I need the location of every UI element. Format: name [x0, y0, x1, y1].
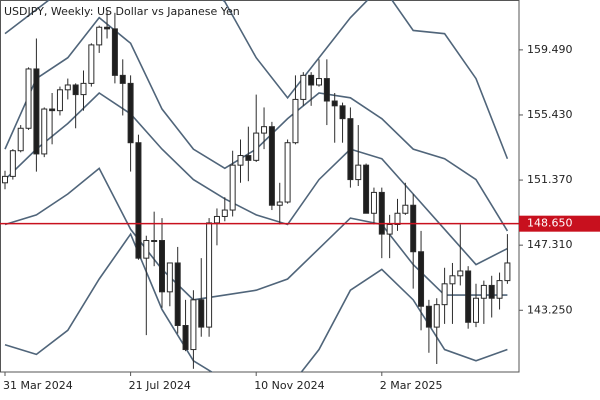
bollinger-band — [4, 91, 508, 266]
candle-body — [457, 270, 464, 277]
candle-body — [292, 98, 299, 144]
candle-body — [441, 283, 448, 306]
candle-body — [96, 26, 103, 46]
candle-body — [370, 191, 377, 214]
candle-body — [449, 275, 456, 285]
candle-body — [276, 201, 283, 206]
x-tick-label: 31 Mar 2024 — [3, 379, 73, 392]
price-label-box — [519, 215, 600, 232]
candle-body — [229, 164, 236, 211]
candle-body — [159, 240, 165, 293]
candle-body — [2, 175, 8, 184]
candle-body — [190, 299, 197, 351]
candle-body — [261, 126, 268, 134]
candle-body — [347, 118, 354, 181]
candle-body — [166, 262, 173, 293]
x-tick-label: 2 Mar 2025 — [380, 379, 443, 392]
bollinger-band — [4, 232, 508, 372]
candle-body — [174, 262, 181, 326]
candle-body — [135, 142, 142, 259]
candle-body — [433, 304, 440, 328]
candle-body — [410, 204, 417, 253]
candle-body — [308, 74, 315, 86]
candle-body — [339, 105, 346, 120]
candle-body — [331, 100, 338, 107]
candle-body — [237, 155, 244, 166]
candle-body — [119, 74, 126, 84]
candle-body — [80, 82, 87, 96]
candle-body — [17, 127, 24, 152]
candle-body — [64, 84, 71, 91]
candle-body — [253, 132, 260, 161]
candle-body — [284, 142, 291, 203]
candle-body — [323, 78, 330, 102]
candle-body — [394, 212, 401, 225]
candle-body — [268, 126, 275, 206]
candle-body — [33, 68, 40, 155]
candle-body — [378, 191, 385, 235]
y-tick-label: 151.370 — [527, 173, 573, 186]
candle-body — [316, 78, 322, 86]
axes: 143.250 147.310 151.370 155.430 159.490 31 Ma… — [0, 43, 600, 392]
candle-body — [151, 240, 158, 243]
candle-body — [104, 26, 111, 30]
bollinger-band — [4, 0, 509, 160]
candle-body — [182, 325, 189, 351]
candle-body — [25, 68, 32, 129]
candle-body — [9, 150, 16, 177]
candle-body — [386, 223, 393, 235]
candle-body — [127, 82, 134, 144]
candle-body — [488, 284, 495, 299]
candle-body — [206, 222, 213, 328]
x-tick-label: 10 Nov 2024 — [254, 379, 324, 392]
candle-body — [402, 204, 409, 214]
x-tick-label: 21 Jul 2024 — [129, 379, 191, 392]
candle-body — [504, 262, 511, 282]
candle-body — [480, 284, 487, 299]
y-tick-label: 147.310 — [527, 238, 573, 251]
candle-body — [465, 270, 472, 323]
candle-body — [88, 44, 95, 84]
candle-body — [300, 74, 307, 100]
candle-body — [143, 240, 150, 259]
y-tick-label: 155.430 — [527, 108, 573, 121]
candle-body — [111, 28, 118, 76]
plot-area — [2, 0, 511, 372]
candle-body — [198, 299, 205, 328]
candle-body — [56, 89, 63, 112]
candle-body — [418, 251, 425, 307]
y-tick-label: 143.250 — [527, 303, 573, 316]
candle-body — [363, 164, 370, 214]
candle-body — [41, 108, 48, 155]
candle-body — [221, 209, 228, 217]
candle-body — [213, 215, 220, 224]
y-tick-label: 159.490 — [527, 43, 573, 56]
candle-body — [496, 280, 503, 299]
candle-body — [49, 108, 56, 112]
candle-body — [355, 164, 362, 181]
chart-title: USDJPY, Weekly: US Dollar vs Japanese Ye… — [4, 5, 240, 18]
candle-body — [473, 297, 479, 323]
candle-body — [245, 155, 252, 161]
candle-body — [425, 305, 432, 328]
candle-body — [72, 84, 79, 96]
price-label: 148.650 — [527, 217, 573, 230]
